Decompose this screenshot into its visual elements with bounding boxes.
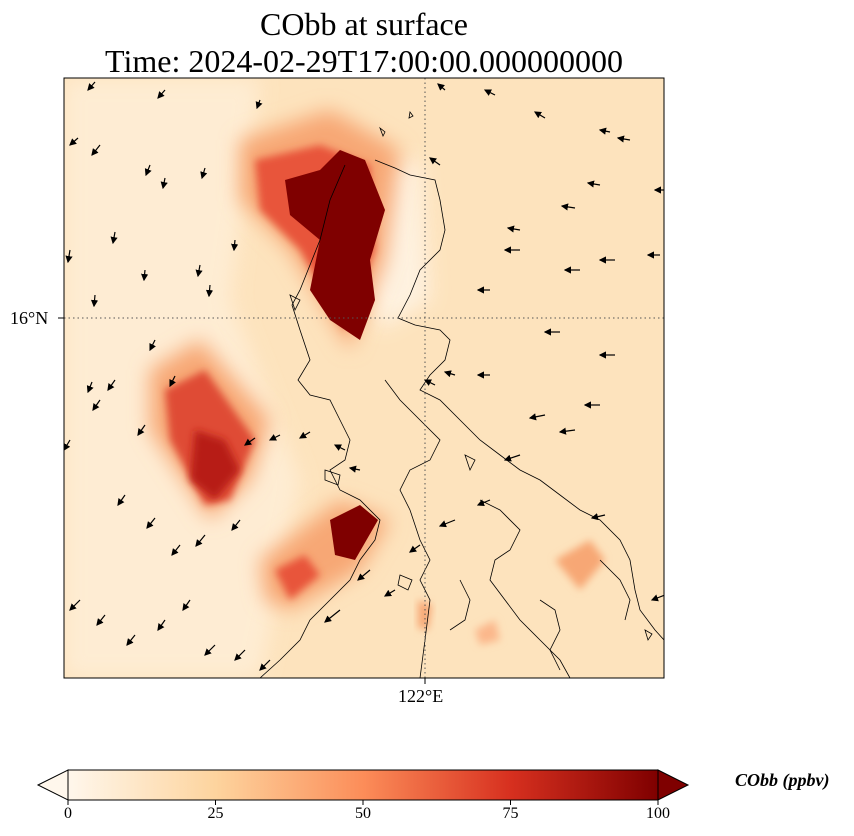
map-canvas [58,77,665,684]
colorbar-tick-label: 75 [502,805,519,822]
map-frame [63,77,665,679]
colorbar-ticks [67,800,659,805]
chart-title: CObb at surface [260,6,468,42]
plume-southeast-2 [475,620,500,645]
colorbar-max-extend [657,769,690,801]
plume-west [150,340,270,520]
plume-north [240,110,400,350]
latitude-tick-label: 16°N [10,308,49,328]
plume-east [555,540,605,590]
colorbar [36,769,690,805]
coastlines [259,111,664,678]
colorbar-tick-label: 25 [207,805,224,822]
colorbar-label: CObb (ppbv) [735,770,830,790]
longitude-tick-label: 122°E [398,686,444,706]
map-area [64,78,664,678]
plume-south [260,500,390,610]
colorbar-tick-label: 0 [64,805,72,822]
colorbar-tick-label: 100 [646,805,670,822]
colorbar-tick-label: 50 [355,805,371,822]
colorbar-min-extend [36,769,69,801]
colorbar-gradient [67,769,659,801]
wind-vectors [64,81,664,671]
chart-subtitle-time: Time: 2024-02-29T17:00:00.000000000 [105,43,623,79]
